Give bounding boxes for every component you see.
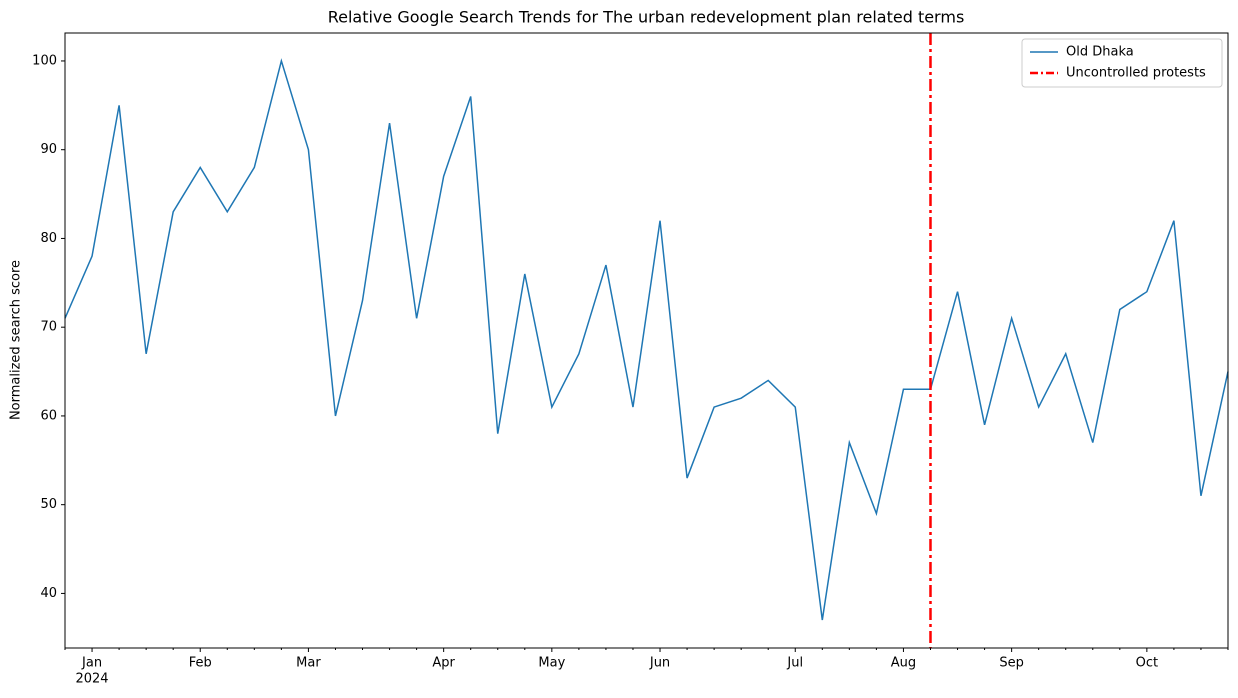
x-tick-label: Jul <box>786 656 803 671</box>
x-tick-label: Mar <box>296 656 321 671</box>
x-tick-label: Jun <box>649 656 670 671</box>
x-tick-label: Apr <box>432 656 455 671</box>
x-tick-label: Aug <box>891 656 916 671</box>
x-tick-label: Jan <box>81 656 102 671</box>
y-tick-label: 40 <box>40 586 57 601</box>
chart-title: Relative Google Search Trends for The ur… <box>328 8 965 27</box>
x-tick-label: Sep <box>999 656 1024 671</box>
x-year-label: 2024 <box>75 672 108 687</box>
y-tick-label: 80 <box>40 231 57 246</box>
y-tick-label: 90 <box>40 142 57 157</box>
x-tick-label: May <box>538 656 565 671</box>
y-tick-label: 100 <box>32 53 57 68</box>
x-tick-label: Oct <box>1136 656 1158 671</box>
data-line <box>64 58 1229 621</box>
x-tick-label: Feb <box>189 656 212 671</box>
legend-label: Uncontrolled protests <box>1066 66 1206 81</box>
legend-label: Old Dhaka <box>1066 45 1134 60</box>
y-tick-label: 70 <box>40 320 57 335</box>
y-axis-label: Normalized search score <box>9 260 24 420</box>
plot-frame <box>64 32 1229 649</box>
y-tick-label: 60 <box>40 408 57 423</box>
legend-box <box>1021 38 1223 88</box>
y-tick-label: 50 <box>40 497 57 512</box>
